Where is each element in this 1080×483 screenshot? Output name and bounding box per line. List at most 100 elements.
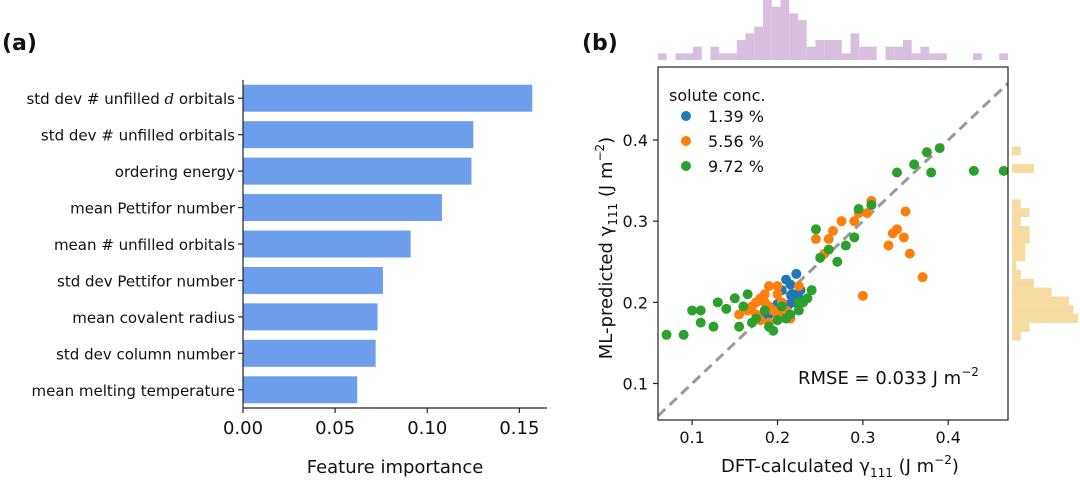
scatter-point	[892, 224, 903, 235]
bar-category-label: mean # unfilled orbitals	[54, 236, 235, 254]
top-histogram-bar	[999, 53, 1008, 60]
top-histogram-bar	[885, 46, 895, 60]
scatter-point	[823, 234, 834, 245]
scatter-point	[763, 281, 774, 292]
parity-scatter-chart: 0.1 0.2 0.3 0.4 0.1 0.2 0.3 0.4 solute conc. 1…	[593, 0, 1078, 480]
top-histogram-bar	[789, 13, 798, 61]
top-histogram-bar	[780, 0, 790, 60]
scatter-point	[866, 199, 877, 210]
right-histogram-bar	[1012, 287, 1052, 297]
right-histogram-bar	[1012, 164, 1034, 173]
legend-entry-label: 5.56 %	[708, 132, 764, 151]
scatter-point	[772, 289, 783, 300]
scatter-point	[776, 301, 787, 312]
right-histogram-bar	[1012, 146, 1021, 156]
scatter-point	[793, 281, 804, 292]
scatter-point	[892, 167, 903, 178]
top-histogram-bar	[693, 46, 702, 60]
scatter-point	[828, 225, 838, 236]
scatter-point	[810, 234, 821, 245]
scatter-point	[840, 240, 851, 251]
top-histogram-bar	[824, 40, 833, 60]
scatter-point	[791, 268, 802, 279]
scatter-point	[785, 309, 796, 320]
right-histogram-bar	[1012, 296, 1070, 306]
top-histogram-bar	[850, 33, 860, 60]
scatter-point	[742, 289, 753, 300]
scatter-x-tick-label: 0.4	[936, 428, 961, 447]
scatter-point	[708, 321, 719, 332]
right-histogram-bar	[1012, 314, 1078, 323]
scatter-point	[909, 159, 920, 170]
legend-marker	[681, 111, 691, 121]
top-histogram-bar	[736, 40, 746, 60]
bar-x-tick-label: 0.00	[223, 418, 263, 439]
scatter-point	[926, 167, 937, 178]
top-histogram-bar	[771, 6, 781, 60]
right-histogram-bar	[1012, 234, 1030, 244]
scatter-point	[772, 315, 783, 326]
legend: solute conc. 1.39 % 5.56 % 9.72 %	[669, 86, 766, 176]
scatter-point	[729, 293, 740, 304]
bar-x-tick-label: 0.10	[407, 418, 447, 439]
scatter-x-axis-label: DFT-calculated γ111 (J m−2)	[721, 453, 959, 479]
scatter-y-ticks: 0.1 0.2 0.3 0.4	[623, 131, 658, 393]
top-histogram-bar	[929, 53, 938, 60]
scatter-x-tick-label: 0.3	[850, 428, 875, 447]
scatter-point	[849, 216, 860, 227]
top-histogram-bar	[710, 46, 720, 60]
bars-group	[243, 84, 533, 404]
scatter-point	[836, 216, 847, 227]
bar	[243, 376, 358, 404]
scatter-x-tick-label: 0.2	[765, 428, 790, 447]
right-histogram-bar	[1012, 331, 1021, 341]
bar-category-label: mean covalent radius	[72, 309, 235, 327]
bar	[243, 84, 533, 112]
bar-x-tick-label: 0.05	[315, 418, 355, 439]
bar	[243, 121, 474, 149]
scatter-plot-frame	[657, 66, 1009, 421]
bar	[243, 157, 472, 185]
bar-category-label: ordering energy	[115, 163, 235, 181]
scatter-y-axis-label: ML-predicted γ111 (J m−2)	[593, 137, 620, 359]
scatter-point	[898, 232, 909, 243]
top-histogram-bar	[973, 53, 982, 60]
scatter-point	[785, 279, 796, 290]
bar	[243, 230, 411, 258]
scatter-point	[832, 256, 843, 267]
top-marginal-histogram	[658, 0, 1008, 61]
scatter-point	[712, 297, 723, 308]
scatter-x-tick-label: 0.1	[679, 428, 704, 447]
scatter-point	[786, 290, 797, 301]
scatter-point	[751, 313, 762, 324]
scatter-point	[934, 143, 945, 154]
scatter-point	[849, 232, 860, 243]
top-histogram-bar	[798, 20, 807, 60]
right-histogram-bar	[1012, 217, 1021, 226]
legend-marker	[681, 136, 691, 146]
legend-entry-label: 1.39 %	[708, 107, 764, 126]
scatter-point	[695, 305, 706, 316]
scatter-point	[806, 285, 817, 296]
top-histogram-bar	[920, 46, 930, 60]
top-histogram-bar	[903, 40, 912, 60]
scatter-point	[734, 309, 745, 320]
top-histogram-bar	[815, 40, 825, 60]
bar-category-label: mean melting temperature	[32, 382, 235, 400]
top-histogram-bar	[911, 53, 921, 60]
bar-x-axis-label: Feature importance	[307, 457, 484, 478]
scatter-point	[687, 305, 698, 316]
scatter-point	[802, 293, 813, 304]
scatter-point	[695, 317, 706, 328]
right-histogram-bar	[1012, 225, 1030, 235]
scatter-point	[904, 248, 915, 259]
scatter-y-tick-label: 0.4	[623, 131, 648, 150]
scatter-point	[721, 303, 732, 314]
bar-category-label: std dev # unfilled d orbitals	[26, 90, 235, 108]
scatter-points	[661, 143, 1009, 340]
right-marginal-histogram	[1012, 146, 1078, 341]
legend-title: solute conc.	[669, 86, 766, 105]
top-histogram-bar	[745, 33, 755, 60]
